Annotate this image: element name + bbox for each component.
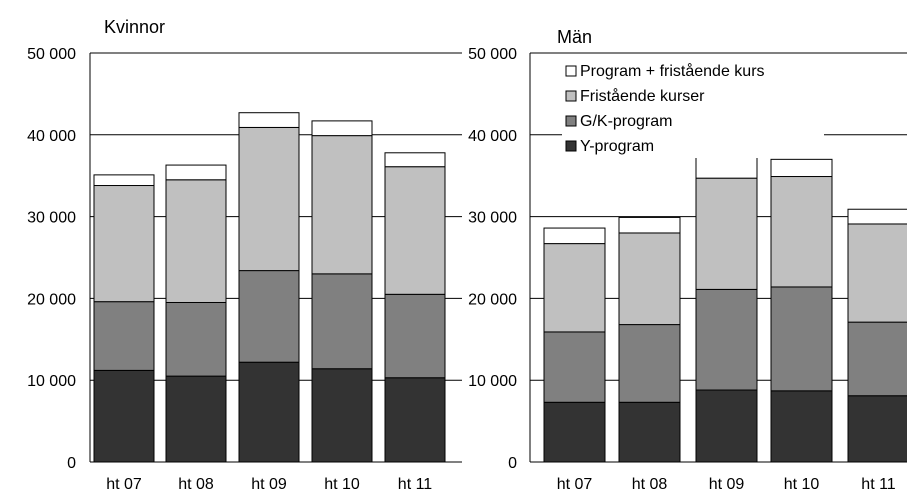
man-bar-4-series-0 xyxy=(847,395,907,463)
kvinnor-bar-2-series-2 xyxy=(238,126,300,272)
man-legend-background xyxy=(562,58,824,158)
kvinnor-bar-0-series-2 xyxy=(93,185,155,303)
man-xtick-label-2: ht 09 xyxy=(709,476,745,492)
kvinnor-bar-3-series-2 xyxy=(311,135,373,275)
man-legend-swatch-0 xyxy=(565,65,577,77)
kvinnor-bar-3-series-1 xyxy=(311,273,373,370)
man-bar-1-series-2 xyxy=(618,232,681,326)
kvinnor-bar-1-series-2 xyxy=(165,179,227,303)
kvinnor-bar-2-series-1 xyxy=(238,270,300,363)
man-legend-swatch-2 xyxy=(565,115,577,127)
kvinnor-bar-4-series-2 xyxy=(384,166,446,295)
man-bar-3-series-1 xyxy=(770,286,833,392)
man-ytick-label-0: 0 xyxy=(508,455,517,472)
man-bar-4-series-2 xyxy=(847,223,907,323)
man-bar-4-series-1 xyxy=(847,321,907,397)
kvinnor-bar-2-series-3 xyxy=(238,112,300,128)
kvinnor-xtick-label-2: ht 09 xyxy=(251,476,287,492)
man-bar-1-series-0 xyxy=(618,401,681,463)
kvinnor-ytick-label-3: 30 000 xyxy=(27,210,76,227)
man-ytick-label-2: 20 000 xyxy=(468,291,517,308)
man-ytick-label-5: 50 000 xyxy=(468,46,517,63)
man-ytick-label-1: 10 000 xyxy=(468,373,517,390)
kvinnor-xtick-label-3: ht 10 xyxy=(324,476,360,492)
kvinnor-ytick-label-5: 50 000 xyxy=(27,46,76,63)
man-legend-label-3: Y-program xyxy=(580,138,654,155)
man-bar-2-series-2 xyxy=(695,177,758,290)
kvinnor-bar-3-series-0 xyxy=(311,368,373,463)
kvinnor-bar-0-series-1 xyxy=(93,301,155,371)
man-xtick-label-0: ht 07 xyxy=(557,476,593,492)
kvinnor-bar-3-series-3 xyxy=(311,120,373,137)
kvinnor-bar-1-series-0 xyxy=(165,375,227,463)
man-bar-2-series-1 xyxy=(695,288,758,391)
man-bar-0-series-0 xyxy=(543,401,606,463)
kvinnor-xtick-label-4: ht 11 xyxy=(398,476,433,492)
kvinnor-bar-0-series-3 xyxy=(93,174,155,187)
man-legend-label-2: G/K-program xyxy=(580,113,672,130)
man-ytick-label-3: 30 000 xyxy=(468,210,517,227)
kvinnor-ytick-label-0: 0 xyxy=(67,455,76,472)
kvinnor-bar-1-series-1 xyxy=(165,301,227,377)
man-bar-4-series-3 xyxy=(847,208,907,225)
kvinnor-ytick-label-4: 40 000 xyxy=(27,128,76,145)
kvinnor-bar-2-series-0 xyxy=(238,361,300,463)
kvinnor-bar-4-series-3 xyxy=(384,152,446,168)
kvinnor-ytick-label-2: 20 000 xyxy=(27,291,76,308)
man-xtick-label-1: ht 08 xyxy=(632,476,668,492)
kvinnor-bar-4-series-0 xyxy=(384,377,446,463)
man-bar-1-series-1 xyxy=(618,324,681,403)
kvinnor-bar-0-series-0 xyxy=(93,369,155,463)
kvinnor-bar-1-series-3 xyxy=(165,164,227,181)
man-legend-label-1: Fristående kurser xyxy=(580,87,705,105)
man-bar-2-series-0 xyxy=(695,389,758,463)
man-chart-title: Män xyxy=(557,27,592,47)
kvinnor-ytick-label-1: 10 000 xyxy=(27,373,76,390)
man-bar-3-series-0 xyxy=(770,390,833,463)
man-xtick-label-3: ht 10 xyxy=(784,476,820,492)
man-bar-1-series-3 xyxy=(618,216,681,234)
man-legend-label-0: Program + fristående kurs xyxy=(580,62,765,80)
man-legend-swatch-1 xyxy=(565,90,577,102)
kvinnor-chart-title: Kvinnor xyxy=(104,17,165,37)
kvinnor-xtick-label-0: ht 07 xyxy=(106,476,142,492)
man-legend-swatch-3 xyxy=(565,140,577,152)
man-bar-0-series-1 xyxy=(543,331,606,403)
man-bar-0-series-3 xyxy=(543,227,606,245)
man-bar-2-series-3 xyxy=(695,156,758,179)
man-ytick-label-4: 40 000 xyxy=(468,128,517,145)
man-bar-3-series-2 xyxy=(770,176,833,288)
kvinnor-bar-4-series-1 xyxy=(384,293,446,379)
man-bar-3-series-3 xyxy=(770,158,833,178)
man-bar-0-series-2 xyxy=(543,243,606,333)
kvinnor-xtick-label-1: ht 08 xyxy=(178,476,214,492)
man-xtick-label-4: ht 11 xyxy=(861,476,896,492)
